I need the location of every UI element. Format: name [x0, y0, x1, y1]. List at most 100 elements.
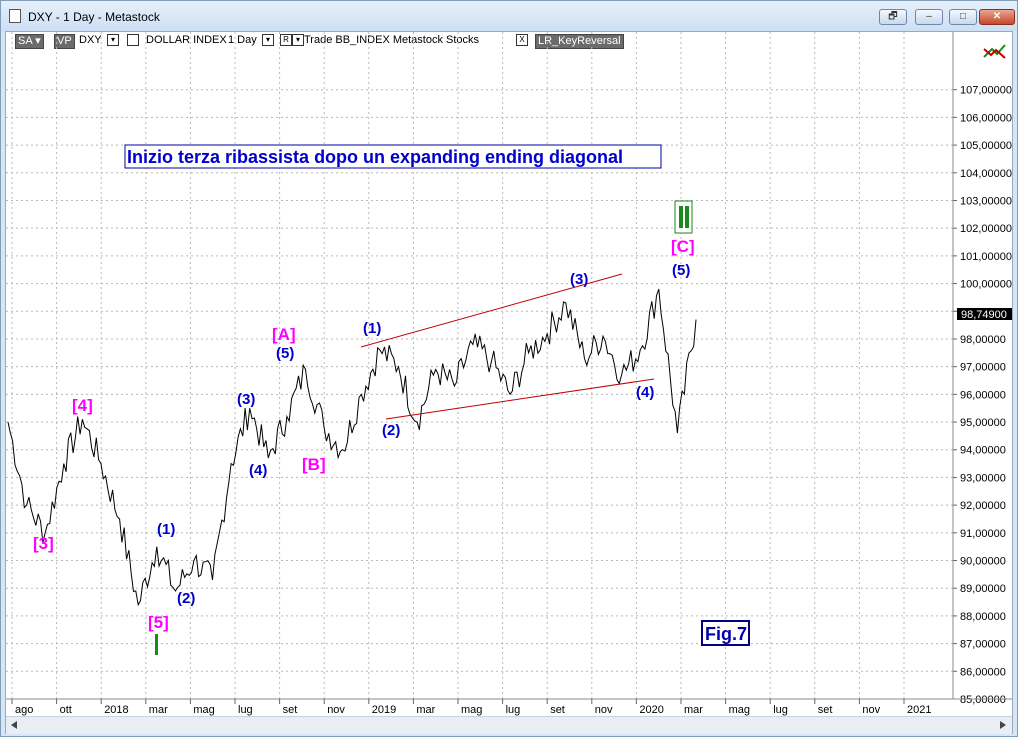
x-tick-label: lug	[773, 704, 788, 716]
symbol-label: DXY	[79, 34, 102, 46]
annotation-box	[124, 144, 662, 169]
x-tick-label: lug	[238, 704, 253, 716]
y-tick-label: 88,00000	[960, 611, 1006, 623]
y-tick-label: 105,00000	[960, 140, 1012, 152]
restore-child-button[interactable]: 🗗	[879, 9, 907, 25]
data-source: Trade BB_INDEX Metastock Stocks	[304, 34, 480, 46]
chart-area[interactable]: SA ▾ VP DXY ▾ DOLLAR INDEX 1 Day ▾ R ▾ Tr…	[5, 31, 1013, 734]
y-tick-label: 102,00000	[960, 223, 1012, 235]
upper-trendline	[360, 273, 623, 348]
title-bar: DXY - 1 Day - Metastock 🗗 – □ ✕	[1, 1, 1017, 31]
x-tick-label: set	[283, 704, 298, 716]
lower-trendline	[385, 378, 655, 420]
window-title: DXY - 1 Day - Metastock	[28, 10, 160, 24]
y-tick-label: 85,00000	[960, 694, 1006, 706]
sa-dropdown[interactable]: SA ▾	[15, 34, 44, 49]
wave-labels: [3] [4] [5] (1) (2) (3) (4) (5) [A] [B] …	[33, 200, 695, 655]
wave-label-II-box	[674, 200, 693, 234]
x-tick-label: set	[818, 704, 833, 716]
y-tick-label: 101,00000	[960, 251, 1012, 263]
y-tick-label: 93,00000	[960, 472, 1006, 484]
y-tick-label: 94,00000	[960, 445, 1006, 457]
remove-indicator-button[interactable]: X	[516, 34, 528, 47]
scroll-left-icon	[11, 721, 17, 729]
y-tick-label: 95,00000	[960, 417, 1006, 429]
y-tick-label: 97,00000	[960, 362, 1006, 374]
wave-label-3a: (3)	[237, 391, 255, 408]
wave-label-5-bracket: [5]	[148, 613, 169, 632]
x-tick-label: ago	[15, 704, 33, 716]
period-dropdown-icon[interactable]: ▾	[262, 34, 274, 47]
y-tick-label: 92,00000	[960, 500, 1006, 512]
wave-label-1b: (1)	[363, 320, 381, 337]
current-price: 98,74900	[961, 309, 1007, 321]
symbol-dropdown-icon[interactable]: ▾	[107, 34, 119, 47]
y-tick-label: 86,00000	[960, 666, 1006, 678]
y-tick-label: 107,00000	[960, 85, 1012, 97]
x-tick-label: nov	[327, 704, 345, 716]
y-tick-label: 106,00000	[960, 112, 1012, 124]
y-tick-label: 100,00000	[960, 279, 1012, 291]
x-tick-label: ott	[60, 704, 72, 716]
wave-label-4b: (4)	[636, 384, 654, 401]
price-axis: 107,00000 106,00000 105,00000 104,00000 103,…	[952, 32, 1012, 706]
wave-label-5a: (5)	[276, 345, 294, 362]
x-tick-label: mar	[684, 704, 703, 716]
checkbox-icon[interactable]	[127, 34, 139, 47]
r-dropdown[interactable]: R ▾	[280, 34, 304, 47]
horizontal-scrollbar[interactable]	[6, 716, 1012, 734]
vp-button[interactable]: VP	[54, 34, 75, 49]
wave-label-5b: (5)	[672, 262, 690, 279]
chart-grid	[6, 32, 953, 700]
x-tick-label: mag	[193, 704, 214, 716]
figure-label-box	[701, 620, 750, 646]
x-tick-label: mag	[461, 704, 482, 716]
y-tick-label: 90,00000	[960, 556, 1006, 568]
wave-label-2a: (2)	[177, 590, 195, 607]
x-tick-label: mar	[416, 704, 435, 716]
y-tick-label: 98,00000	[960, 334, 1006, 346]
x-tick-label: 2020	[639, 704, 663, 716]
diagonal-trendlines	[360, 273, 655, 420]
y-tick-label: 96,00000	[960, 389, 1006, 401]
x-tick-label: nov	[862, 704, 880, 716]
x-tick-label: set	[550, 704, 565, 716]
wave-label-3-bracket: [3]	[33, 534, 54, 553]
x-tick-label: mar	[149, 704, 168, 716]
wave-label-C-bracket: [C]	[671, 237, 695, 256]
wave-label-4-bracket: [4]	[72, 396, 93, 415]
x-tick-label: 2019	[372, 704, 396, 716]
current-price-tag	[957, 308, 1012, 320]
y-tick-label: 104,00000	[960, 168, 1012, 180]
y-tick-label: 87,00000	[960, 639, 1006, 651]
x-tick-label: nov	[595, 704, 613, 716]
indicator-label[interactable]: LR_KeyReversal	[535, 34, 624, 49]
chart-toolbar: SA ▾ VP DXY ▾ DOLLAR INDEX 1 Day ▾ R ▾ Tr…	[6, 32, 1012, 50]
close-button[interactable]: ✕	[979, 9, 1015, 25]
wave-label-4a: (4)	[249, 462, 267, 479]
indicator-icon[interactable]	[983, 44, 1006, 59]
figure-label: Fig.7	[705, 624, 747, 644]
x-tick-label: lug	[506, 704, 521, 716]
annotation-title: Inizio terza ribassista dopo un expandin…	[127, 147, 623, 167]
maximize-button[interactable]: □	[949, 9, 977, 25]
wave-label-II-bar2	[685, 206, 689, 228]
wave-label-A-bracket: [A]	[272, 325, 296, 344]
x-tick-label: 2018	[104, 704, 128, 716]
time-axis: ago ott 2018 mar mag lug set nov 2019 mar mag lug se…	[6, 698, 1012, 716]
x-tick-label: mag	[729, 704, 750, 716]
window-icon	[9, 9, 21, 23]
wave-label-I-marker	[155, 634, 158, 655]
wave-label-3b: (3)	[570, 271, 588, 288]
wave-label-1a: (1)	[157, 521, 175, 538]
scroll-right-icon	[1000, 721, 1006, 729]
price-line	[7, 288, 697, 607]
wave-label-B-bracket: [B]	[302, 455, 326, 474]
wave-label-2b: (2)	[382, 422, 400, 439]
price-chart[interactable]: 107,00000 106,00000 105,00000 104,00000 103,…	[6, 32, 1012, 716]
minimize-button[interactable]: –	[915, 9, 943, 25]
y-tick-label: 91,00000	[960, 528, 1006, 540]
y-tick-label: 103,00000	[960, 195, 1012, 207]
y-tick-label: 89,00000	[960, 583, 1006, 595]
